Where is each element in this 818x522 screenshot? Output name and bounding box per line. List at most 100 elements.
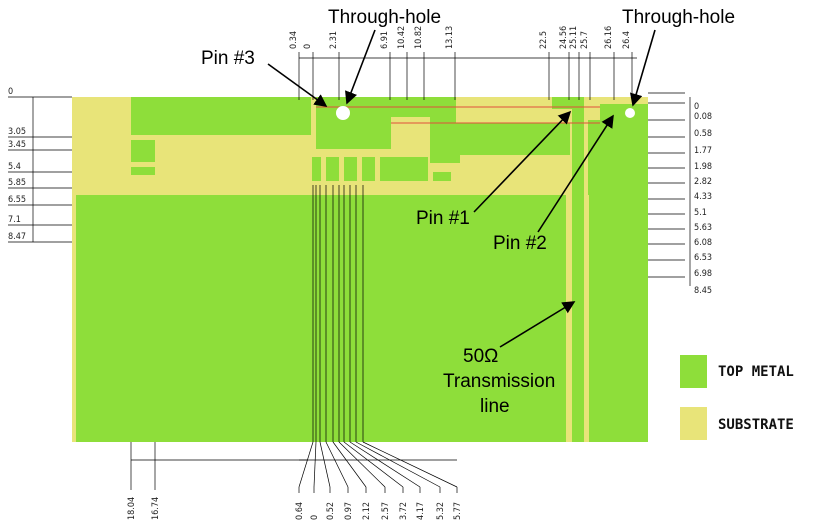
- dimension-value: 2.57: [381, 502, 391, 520]
- dimension-value: 5.85: [8, 178, 26, 188]
- substrate-notch: [456, 105, 570, 123]
- dimension-value: 10.42: [397, 26, 407, 49]
- dimension-value: 0: [8, 87, 13, 97]
- dimension-value: 3.05: [8, 127, 26, 137]
- board-left-edge: [72, 195, 76, 442]
- dimension-fan: [319, 441, 331, 488]
- dimension-value: 10.82: [414, 26, 424, 49]
- dimension-fan: [298, 441, 314, 488]
- pin-finger: [312, 157, 321, 181]
- dimension-value: 1.98: [694, 162, 712, 172]
- pin-finger: [433, 172, 451, 181]
- dimension-fan: [325, 441, 349, 488]
- dimension-fan: [343, 441, 404, 488]
- dimension-fan: [355, 441, 441, 488]
- dimension-value: 4.33: [694, 192, 712, 202]
- dimension-fan: [338, 441, 386, 488]
- dimension-value: 6.55: [8, 195, 26, 205]
- arrow-through-hole-right: [630, 29, 656, 107]
- dimension-fan: [362, 441, 458, 488]
- dimension-value: 1.77: [694, 146, 712, 156]
- legend-swatch-substrate: [680, 407, 707, 440]
- dimension-value: 0: [303, 44, 313, 49]
- dimension-value: 24.56: [559, 26, 569, 49]
- transmission-line: [572, 97, 584, 442]
- dimension-value: 0.08: [694, 112, 712, 122]
- dimension-value: 8.47: [8, 232, 26, 242]
- dimension-value: 0.58: [694, 129, 712, 139]
- tline-gap-right: [584, 195, 589, 442]
- label-tline-2: Transmission: [443, 371, 555, 392]
- metal-pad-small-a: [131, 140, 155, 162]
- dimension-value: 25.11: [569, 26, 579, 49]
- dimension-value: 5.1: [694, 208, 707, 218]
- dimension-value: 3.45: [8, 140, 26, 150]
- dimension-value: 2.31: [329, 31, 339, 49]
- dimension-value: 0.64: [295, 502, 305, 520]
- dimension-value: 22.5: [539, 31, 549, 49]
- metal-pad-mid: [430, 155, 460, 163]
- dimension-value: 5.77: [453, 502, 463, 520]
- through-hole-right: [625, 108, 635, 118]
- dimension-left: 0 3.05 3.45 5.4 5.85 6.55 7.1 8.47: [8, 87, 72, 243]
- dimension-value: 5.63: [694, 223, 712, 233]
- arrow-pin3: [267, 63, 328, 107]
- dimension-top: 0.34 0 2.31 6.91 10.42 10.82 13.13 22.5 24.56 25.…: [289, 26, 637, 100]
- tline-gap-left: [566, 195, 572, 442]
- label-tline-1: 50Ω: [463, 346, 498, 367]
- metal-pad-small-b: [131, 167, 155, 175]
- legend-substrate-label: SUBSTRATE: [718, 417, 794, 433]
- dimension-value: 2.82: [694, 177, 712, 187]
- pin-finger: [326, 157, 339, 181]
- legend-swatch-metal: [680, 355, 707, 388]
- dimension-value: 8.45: [694, 286, 712, 296]
- dimension-value: 26.4: [622, 31, 632, 49]
- dimension-value: 6.98: [694, 269, 712, 279]
- dimension-value: 13.13: [445, 26, 455, 49]
- dimension-value: 25.7: [580, 31, 590, 49]
- dimension-value: 0.52: [326, 502, 336, 520]
- ground-plane: [72, 195, 648, 442]
- metal-pad-pin3-lower: [316, 117, 391, 149]
- label-tline-3: line: [480, 396, 510, 417]
- dimension-fan: [313, 441, 317, 488]
- dimension-value: 6.08: [694, 238, 712, 248]
- label-through-hole-left: Through-hole: [328, 7, 441, 28]
- dimension-value: 6.53: [694, 253, 712, 263]
- dimension-value: 2.12: [362, 502, 372, 520]
- dimension-value: 6.91: [380, 31, 390, 49]
- legend-metal-label: TOP METAL: [718, 364, 794, 380]
- metal-block-left: [131, 97, 311, 135]
- dimension-value: 26.16: [604, 26, 614, 49]
- arrow-pin1: [473, 110, 572, 213]
- dimension-fan: [349, 441, 421, 488]
- label-pin2: Pin #2: [493, 233, 547, 254]
- dimension-fan: [332, 441, 367, 488]
- dimension-value: 5.4: [8, 162, 21, 172]
- metal-pad-right-top: [600, 104, 648, 120]
- label-through-hole-right: Through-hole: [622, 7, 735, 28]
- label-pin3: Pin #3: [201, 48, 255, 69]
- dimension-value: 18.04: [127, 497, 137, 520]
- label-pin1: Pin #1: [416, 208, 470, 229]
- dimension-value: 5.32: [436, 502, 446, 520]
- metal-pad-right: [588, 120, 648, 195]
- through-hole-left: [336, 106, 350, 120]
- pin-finger: [362, 157, 375, 181]
- arrow-through-hole-left: [345, 29, 376, 105]
- pin-finger: [380, 157, 428, 181]
- dimension-value: 0: [694, 102, 699, 112]
- arrow-pin2: [537, 114, 614, 233]
- dimension-value: 0.97: [344, 502, 354, 520]
- dimension-value: 0: [310, 515, 320, 520]
- arrow-tline: [499, 301, 576, 348]
- pin-finger: [344, 157, 357, 181]
- dimension-value: 4.17: [416, 502, 426, 520]
- dimension-value: 3.72: [399, 502, 409, 520]
- dimension-value: 0.34: [289, 31, 299, 49]
- dimension-bottom: 18.04 16.74 0.64 0 0.52 0.97 2.12 2.57 3.72 4.17 5…: [127, 185, 463, 520]
- dimension-right: 00.08 0.58 1.77 1.98 2.82 4.33 5.1 5.63 6.08 6.53…: [648, 92, 712, 296]
- dimension-value: 7.1: [8, 215, 21, 225]
- dimension-value: 16.74: [151, 497, 161, 520]
